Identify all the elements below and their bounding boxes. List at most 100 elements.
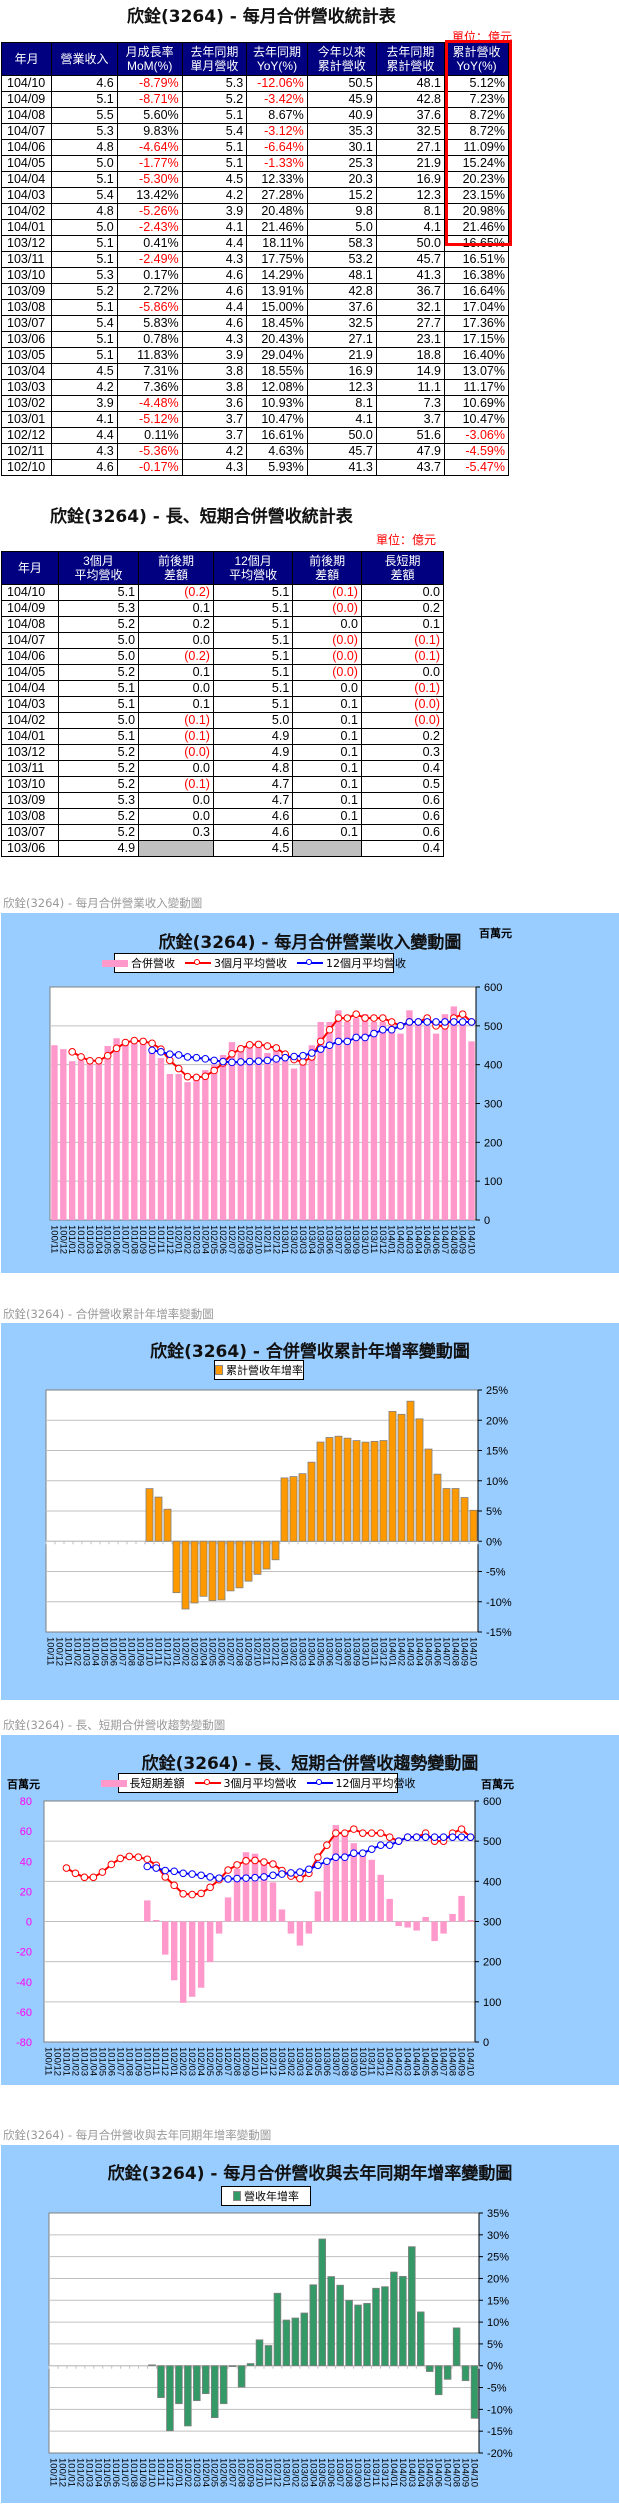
line-point: [206, 1883, 214, 1892]
bar: [226, 1540, 235, 1592]
bar: [296, 1921, 304, 1946]
y-tick-label: 10%: [486, 1476, 508, 1488]
line-point: [62, 1864, 71, 1872]
bar: [95, 1060, 103, 1220]
line-point: [430, 1833, 439, 1841]
left-y-tick-label: 20: [20, 1886, 32, 1898]
table-row: 103/05 5.1 11.83% 3.9 29.04% 21.9 18.8 16.40%: [0, 347, 509, 364]
table-cell: 20.48%: [246, 203, 308, 220]
x-tick-label: 102/03: [189, 1637, 200, 1666]
y-tick-label: 15%: [487, 2295, 509, 2307]
x-tick-label: 101/10: [146, 1225, 157, 1254]
x-tick-label: 101/06: [105, 2047, 116, 2076]
line-point: [183, 1053, 192, 1061]
x-tick-label: 103/06: [324, 1637, 335, 1666]
y-tick-label: -10%: [486, 1597, 512, 1609]
x-tick-label: 102/09: [243, 1637, 254, 1666]
bar: [199, 1540, 208, 1597]
table-cell: 14.29%: [246, 267, 308, 284]
x-tick-label: 102/06: [217, 1225, 228, 1254]
table-cell: 3.8: [181, 363, 248, 380]
cell-month: 104/07: [1, 632, 59, 649]
x-tick-label: 101/07: [119, 2458, 130, 2487]
chart3-title: 欣銓(3264) - 長、短期合併營收趨勢變動圖: [141, 1754, 479, 1774]
table-cell: 5.2: [181, 91, 248, 108]
table-cell: 11.09%: [444, 139, 509, 156]
line-point: [376, 1841, 385, 1849]
bar: [287, 1921, 295, 1934]
table-row: 104/05 5.0 -1.77% 5.1 -1.33% 25.3 21.9 15.24%: [0, 155, 509, 172]
table-cell: 18.11%: [246, 235, 308, 252]
y-tick-label: 0: [483, 2037, 489, 2049]
bar: [449, 1913, 456, 1922]
table-cell: 17.36%: [444, 315, 509, 332]
table-row: 104/03 5.4 13.42% 4.2 27.28% 15.2 12.3 23.15%: [0, 187, 509, 204]
table-cell: -5.36%: [116, 443, 183, 460]
legend-label: 長短期差額: [129, 1777, 185, 1790]
cell-month: 103/08: [1, 808, 59, 825]
table-cell: 16.38%: [444, 267, 509, 284]
x-tick-label: 101/11: [153, 1637, 164, 1665]
table-row: 103/10 5.2 (0.1) 4.7 0.1 0.5: [1, 776, 445, 793]
table-cell: 5.2: [57, 664, 140, 681]
x-tick-label: 101/11: [155, 1225, 166, 1253]
table-cell: 5.1: [212, 696, 294, 713]
line-point: [170, 1881, 178, 1890]
table-cell: 16.9: [306, 363, 377, 380]
left-y-tick-label: 0: [26, 1917, 32, 1929]
line-point: [349, 1825, 358, 1833]
table-cell: 5.93%: [246, 459, 308, 476]
table-cell: 25.3: [306, 155, 377, 172]
table-cell: 35.3: [306, 123, 377, 140]
bar: [344, 1021, 351, 1220]
table-cell: 0.0: [138, 760, 214, 777]
chart4-caption: 欣銓(3264) - 每月合併營收與去年同期年增率變動圖: [3, 2128, 272, 2142]
bar: [166, 1073, 174, 1220]
cell-month: 103/05: [0, 347, 53, 364]
table-cell: 0.1: [292, 728, 362, 745]
y-tick-label: -20%: [487, 2448, 513, 2460]
x-tick-label: 104/02: [396, 1637, 407, 1666]
table-cell: 18.45%: [246, 315, 308, 332]
table-cell: 5.1: [51, 91, 118, 108]
x-tick-label: 101/03: [81, 1637, 92, 1666]
line-point: [233, 1874, 241, 1883]
table-cell: 45.7: [306, 443, 377, 460]
table-cell: 5.1: [51, 171, 118, 188]
x-tick-label: 102/01: [173, 2458, 184, 2487]
bar: [122, 1043, 129, 1220]
bar: [440, 1921, 447, 1934]
bar: [432, 1033, 440, 1220]
table-cell: 5.1: [212, 680, 294, 697]
header-row: 年月 營業收入 月成長率 MoM(%) 去年同期 單月營收 去年同期 YoY(%) 今年以…: [0, 42, 509, 76]
bar: [228, 2365, 237, 2368]
x-tick-label: 104/07: [439, 1225, 450, 1254]
table-cell: 5.0: [57, 712, 140, 729]
line-point: [125, 1852, 134, 1861]
table-cell: 0.0: [138, 632, 214, 649]
x-tick-label: 102/12: [267, 2047, 278, 2076]
y-tick-label: 500: [483, 1836, 501, 1848]
table-cell: 27.1: [306, 331, 377, 348]
table-cell: 5.0: [306, 219, 377, 236]
bar: [269, 1882, 277, 1922]
table-cell: 12.3: [306, 379, 377, 396]
table-cell: -4.64%: [116, 139, 183, 156]
line-point: [272, 1055, 281, 1063]
bar: [206, 1921, 214, 1963]
x-tick-label: 101/08: [126, 1637, 137, 1666]
table-cell: 43.7: [375, 459, 446, 476]
x-tick-label: 104/08: [448, 1225, 459, 1254]
table-cell: 27.1: [375, 139, 446, 156]
bar: [441, 1014, 449, 1220]
left-y-tick-label: -60: [16, 2007, 32, 2019]
line-point: [343, 1037, 352, 1046]
x-tick-label: 104/02: [397, 2458, 408, 2487]
cell-month: 102/11: [0, 443, 53, 460]
bar: [458, 1895, 465, 1922]
line-point: [305, 1865, 313, 1874]
x-tick-label: 104/07: [442, 2458, 453, 2487]
x-tick-label: 102/08: [234, 1637, 245, 1666]
line-point: [201, 1072, 210, 1081]
x-tick-label: 101/09: [137, 1225, 148, 1254]
